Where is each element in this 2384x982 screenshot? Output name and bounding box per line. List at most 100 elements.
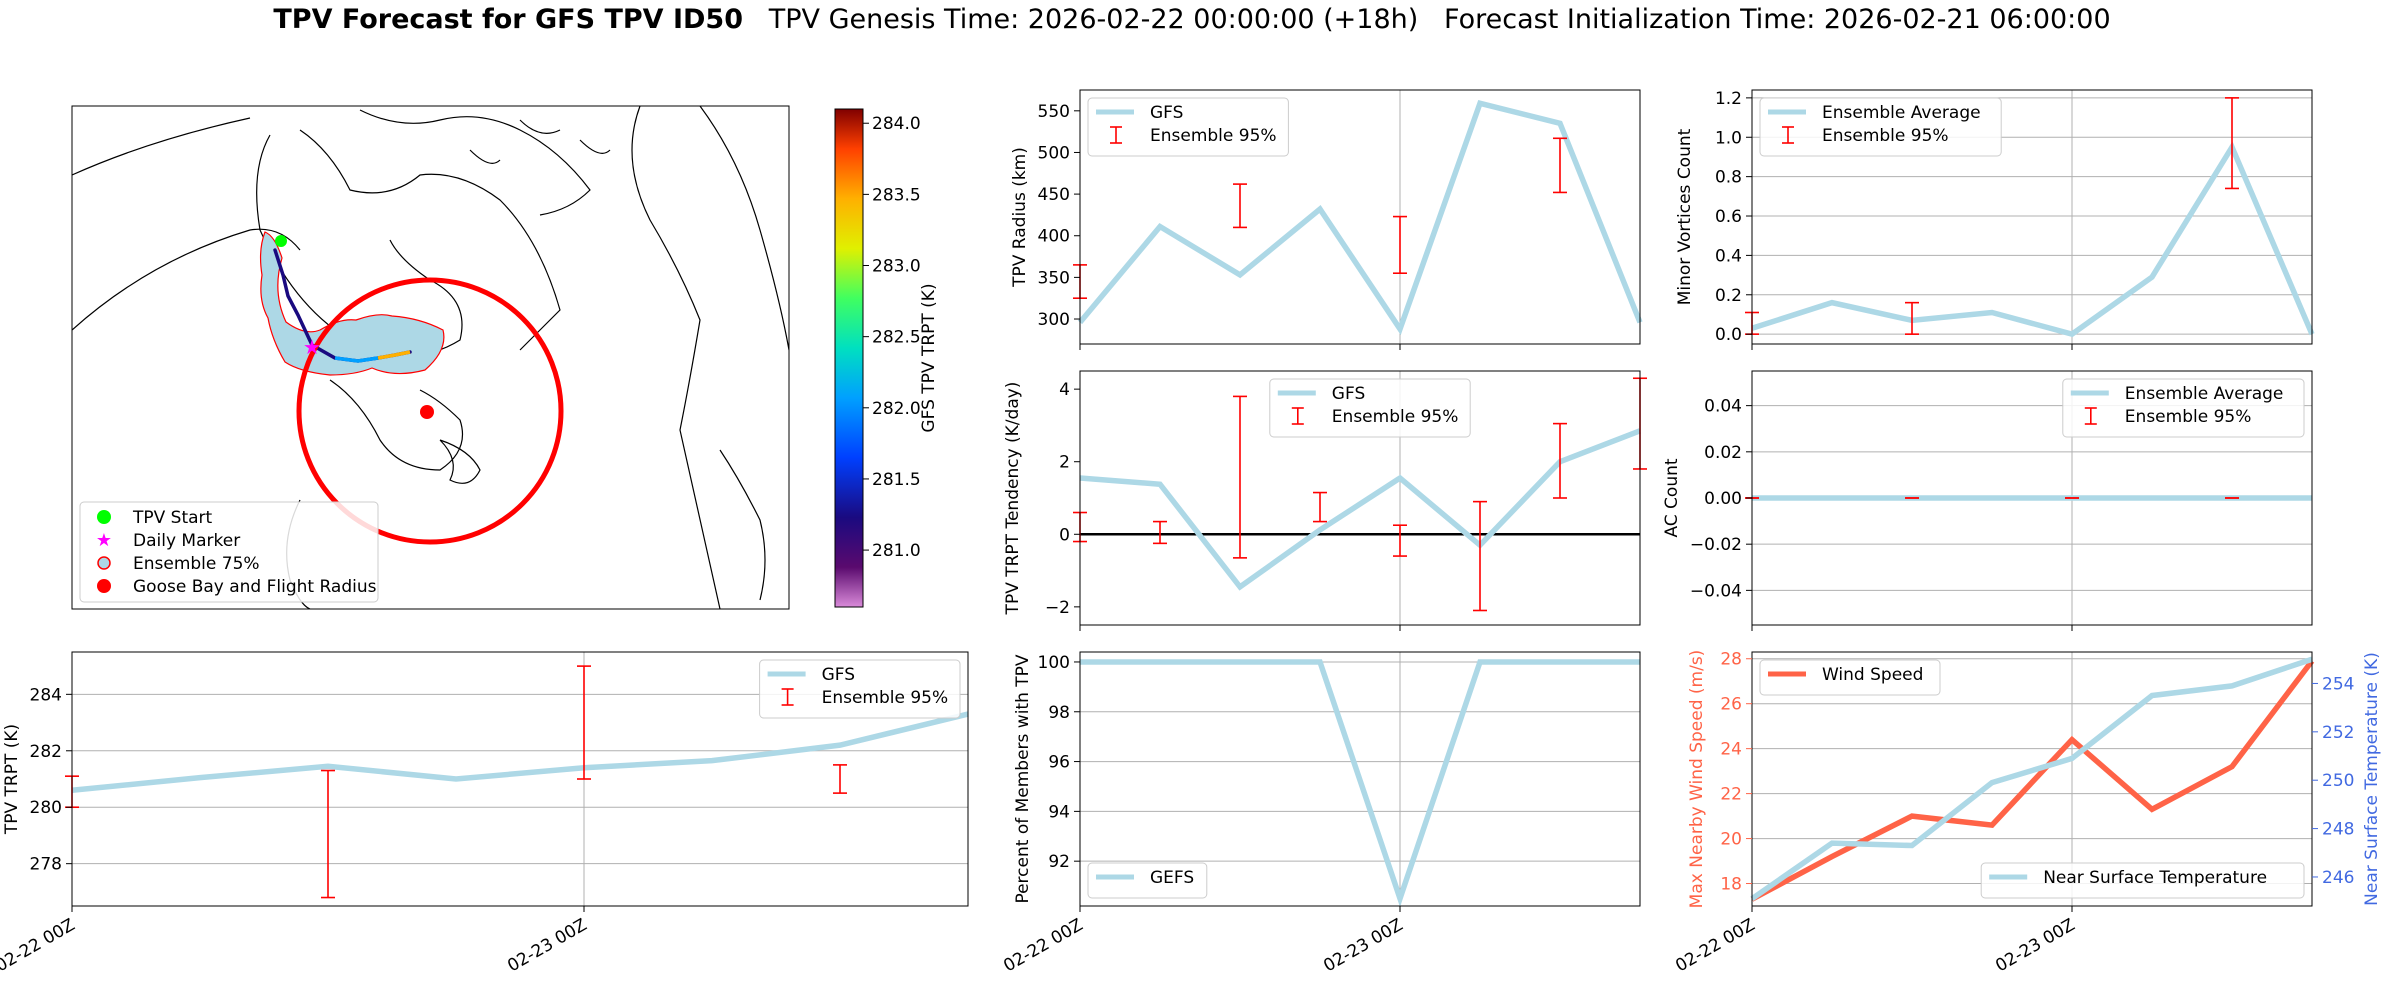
coastline-iceland	[719, 449, 766, 601]
series-line	[1079, 428, 1641, 591]
y-tick-label: 4	[1059, 380, 1070, 400]
legend-label: GFS	[1332, 384, 1365, 404]
legend-box	[759, 659, 961, 719]
ensemble-75-area	[259, 231, 445, 376]
y-tick-label: 92	[1048, 852, 1070, 872]
y-tick-label: 0.04	[1704, 397, 1742, 417]
chart-minor: 0.0 0.2 0.4 0.6 0.8 1.0 1.2 Minor Vortices Coun…	[1675, 89, 2315, 350]
y-tick-label: 94	[1048, 802, 1070, 822]
legend-daily-marker-icon: ★	[96, 530, 112, 551]
y-tick-label: 20	[1720, 830, 1742, 850]
error-bar	[1233, 183, 1247, 229]
error-bar	[1313, 491, 1327, 523]
legend-label: Ensemble 95%	[1822, 126, 1949, 146]
series-line	[1751, 141, 2315, 338]
tpv-start-marker	[275, 235, 287, 247]
plot-frame	[1079, 89, 1641, 345]
error-bar	[833, 764, 847, 794]
y2-axis-label: Near Surface Temperature (K)	[2362, 652, 2382, 906]
y-tick-label: 300	[1038, 310, 1070, 330]
figure-title-rest: TPV Genesis Time: 2026-02-22 00:00:00 (+…	[768, 4, 2111, 35]
legend-label: Ensemble 95%	[2125, 407, 2252, 427]
map-colorbar: 284.0 283.5 283.0 282.5 282.0 281.5 281.0 GFS …	[834, 108, 939, 608]
y-tick-label: 0.02	[1704, 443, 1742, 463]
plot-frame	[1079, 651, 1641, 907]
coastline-greenland-east	[699, 106, 789, 351]
map-border-line	[72, 228, 301, 331]
y-axis-label: AC Count	[1662, 458, 1682, 537]
y-tick-label: −2	[1045, 598, 1070, 618]
y-axis-label: TPV Radius (km)	[1010, 147, 1030, 288]
coastline-greenland	[631, 106, 721, 609]
y-tick-label: 278	[30, 855, 62, 875]
y-tick-label: 2	[1059, 453, 1070, 473]
coastline-arctic-islands	[359, 109, 591, 216]
y-tick-label: 284	[30, 685, 62, 705]
legend-label: Ensemble Average	[2125, 384, 2284, 404]
y-tick-label: −0.04	[1690, 581, 1742, 601]
y-tick-label: 100	[1038, 653, 1070, 673]
chart-legend: GFS Ensemble 95%	[759, 659, 961, 719]
legend-label: Ensemble Average	[1822, 103, 1981, 123]
coastline-newfoundland	[439, 439, 481, 484]
map-panel: ★ TPV Start ★ Daily Marker Ensemble 75% …	[71, 105, 939, 610]
legend-label: Ensemble 95%	[1150, 126, 1277, 146]
legend-label: GFS	[822, 665, 855, 685]
y-tick-label: 350	[1038, 268, 1070, 288]
chart-legend: Near Surface Temperature	[1980, 862, 2305, 899]
legend-label: Near Surface Temperature	[2043, 868, 2267, 888]
error-bar	[1553, 137, 1567, 194]
x-tick-label: 02-22 00Z	[0, 915, 79, 976]
y2-tick-label: 248	[2322, 820, 2354, 840]
goose-bay-marker	[420, 405, 434, 419]
chart-tendency: −2 0 2 4 TPV TRPT Tendency (K/day) GFS Ensembl…	[1003, 370, 1647, 631]
legend-goose-bay-icon	[97, 579, 111, 593]
y-tick-label: 1.2	[1715, 89, 1742, 109]
legend-ensemble-75-label: Ensemble 75%	[133, 554, 260, 574]
goose-bay-flight-radius	[296, 277, 564, 545]
chart-trpt: 278 280 282 284 TPV TRPT (K) 02-22 00Z 02-23 0…	[0, 651, 969, 976]
error-bar	[1473, 500, 1487, 612]
x-tick-label: 02-22 00Z	[1672, 915, 1758, 976]
legend-box	[2062, 378, 2305, 438]
error-bar	[1153, 520, 1167, 545]
chart-radius: 300 350 400 450 500 550 TPV Radius (km) GFS Ense…	[1010, 89, 1643, 350]
error-bar	[1393, 524, 1407, 557]
y-axis-label: Max Nearby Wind Speed (m/s)	[1687, 650, 1707, 909]
colorbar-tick-label: 282.5	[872, 328, 921, 348]
colorbar-tick-label: 281.5	[872, 470, 921, 490]
map-border-line	[72, 117, 251, 176]
chart-legend: Ensemble Average Ensemble 95%	[2062, 378, 2305, 438]
y-tick-label: 18	[1720, 875, 1742, 895]
figure-title: TPV Forecast for GFS TPV ID50 TPV Genesi…	[0, 4, 2384, 35]
y2-tick-label: 252	[2322, 723, 2354, 743]
y-tick-label: 96	[1048, 753, 1070, 773]
colorbar-tick-label: 283.0	[872, 257, 921, 277]
y-tick-label: 0.0	[1715, 325, 1742, 345]
y-tick-label: 26	[1720, 695, 1742, 715]
plot-frame	[1751, 89, 2313, 345]
series-line	[1080, 659, 1640, 908]
chart-legend: GFS Ensemble 95%	[1269, 378, 1471, 438]
legend-label: Ensemble 95%	[1332, 407, 1459, 427]
y-tick-label: 500	[1038, 143, 1070, 163]
tpv-track-segment	[334, 356, 379, 363]
legend-box	[1980, 862, 2305, 899]
temperature-line	[1750, 656, 2313, 902]
legend-label: GEFS	[1150, 868, 1194, 888]
chart-legend: GFS Ensemble 95%	[1087, 97, 1289, 157]
coastline-labrador	[329, 379, 464, 471]
colorbar-label: GFS TPV TRPT (K)	[919, 283, 939, 432]
y-tick-label: 400	[1038, 227, 1070, 247]
tpv-track-segment	[377, 350, 411, 360]
plot-frame	[1079, 370, 1641, 626]
series-line	[71, 711, 969, 794]
plot-frame	[1751, 651, 2313, 907]
y-tick-label: 1.0	[1715, 128, 1742, 148]
error-bar	[321, 769, 335, 899]
chart-legend: Wind Speed	[1759, 659, 1941, 696]
error-bar	[2225, 97, 2239, 190]
chart-legend: Ensemble Average Ensemble 95%	[1759, 97, 2002, 157]
figure-title-bold: TPV Forecast for GFS TPV ID50	[273, 4, 743, 35]
